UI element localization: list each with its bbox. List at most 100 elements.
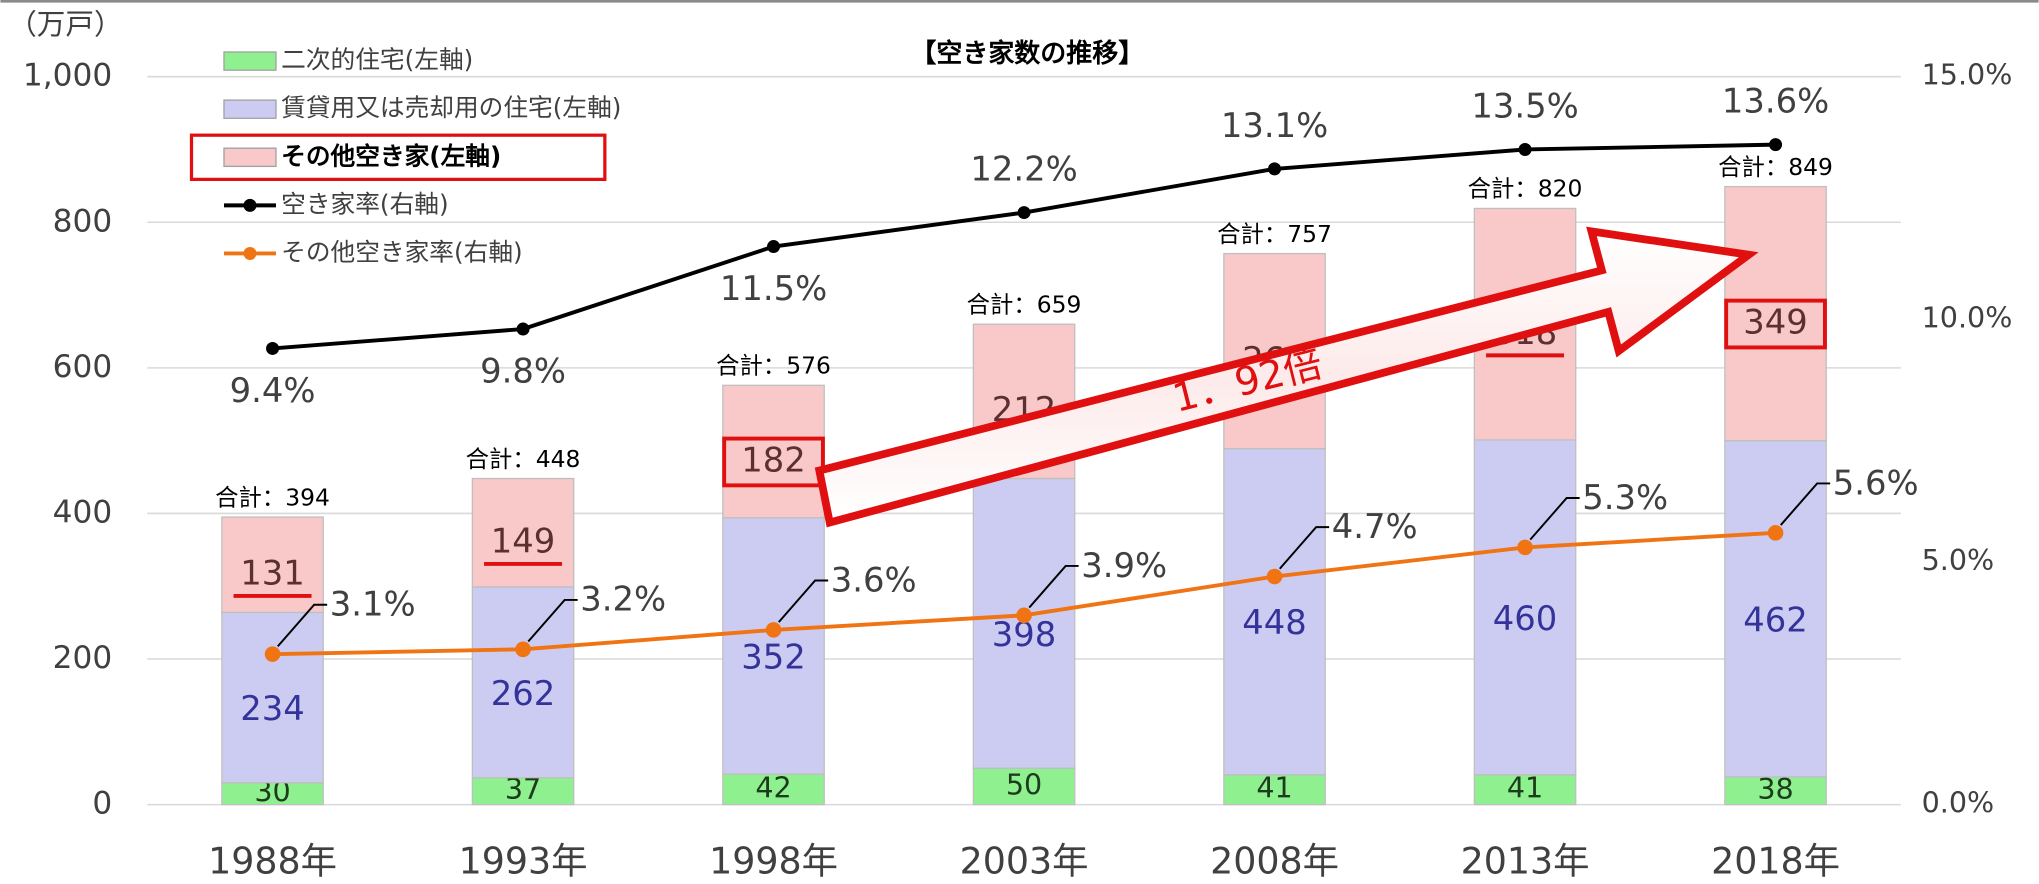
legend-label: その他空き家(左軸) xyxy=(281,141,501,170)
legend-swatch xyxy=(223,147,277,168)
bar-value-label: 448 xyxy=(1242,603,1306,642)
total-label: 合計：820 xyxy=(1468,175,1583,203)
bar-value-label: 41 xyxy=(1256,771,1292,805)
total-label: 合計：394 xyxy=(215,483,330,511)
bar-value-label: 352 xyxy=(741,637,805,676)
y-tick-label: 600 xyxy=(53,349,113,385)
line-value-label: 3.9% xyxy=(1081,546,1167,585)
bar-segment xyxy=(1724,440,1827,778)
bar-segment xyxy=(1223,448,1326,776)
line-point xyxy=(767,240,781,254)
y-axis-label: （万戸） xyxy=(8,7,122,41)
leader-line xyxy=(1529,497,1580,541)
bar-segment xyxy=(722,517,825,775)
line-point xyxy=(516,322,530,336)
line-value-label: 3.1% xyxy=(330,585,416,624)
total-label: 合計：576 xyxy=(716,352,831,380)
lines: 9.4% 9.8% 11.5% 12.2% 13.1% 13.5% 13.6% 3.1% 3.2… xyxy=(230,82,1919,662)
line-value-label: 12.2% xyxy=(970,149,1077,188)
total-label: 合計：448 xyxy=(466,445,581,473)
line-value-label: 5.3% xyxy=(1582,478,1668,517)
legend-highlight xyxy=(189,133,607,182)
line-value-label: 9.8% xyxy=(480,352,566,391)
bar-segment xyxy=(1473,774,1577,806)
line-point xyxy=(1017,206,1031,220)
line-point xyxy=(1517,539,1533,556)
leader-line xyxy=(1028,564,1079,609)
line-point xyxy=(1016,607,1032,624)
legend-marker xyxy=(243,198,257,212)
total-label: 合計：757 xyxy=(1217,220,1332,248)
leader-line xyxy=(1279,526,1330,570)
bar-value-label: 42 xyxy=(755,770,791,804)
x-tick-label: 2003年 xyxy=(960,840,1089,880)
legend-label: 空き家率(右軸) xyxy=(281,189,448,218)
line-point xyxy=(765,622,782,638)
y2-tick-label: 0.0% xyxy=(1922,786,1995,820)
bar-value-label: 41 xyxy=(1507,771,1543,805)
x-tick-label: 2013年 xyxy=(1461,840,1590,880)
bar-value-label: 462 xyxy=(1743,600,1807,639)
line-value-label: 13.5% xyxy=(1471,86,1578,125)
line-point xyxy=(1767,525,1784,541)
total-label: 合計：849 xyxy=(1718,153,1833,181)
x-tick-label: 2018年 xyxy=(1711,840,1840,880)
bar-segment xyxy=(221,611,324,784)
x-tick-label: 1988年 xyxy=(208,840,337,880)
bar-segment xyxy=(722,773,825,806)
line-value-label: 3.2% xyxy=(580,580,666,619)
line-point xyxy=(264,646,281,662)
label-highlight xyxy=(1724,298,1827,350)
legend-swatch xyxy=(223,51,277,71)
line-point xyxy=(266,341,280,355)
leader-line xyxy=(527,598,578,643)
y2-tick-label: 10.0% xyxy=(1922,300,2013,334)
y-tick-label: 1,000 xyxy=(23,58,112,94)
x-tick-label: 1998年 xyxy=(709,840,838,880)
legend-label: 賃貸用又は売却用の住宅(左軸) xyxy=(281,93,621,122)
leader-line xyxy=(778,579,829,623)
y-tick-label: 0 xyxy=(92,786,112,822)
bar-value-label: 149 xyxy=(491,522,555,561)
line-point xyxy=(1268,162,1282,176)
line-value-label: 4.7% xyxy=(1332,507,1418,546)
line-value-label: 11.5% xyxy=(720,269,827,308)
bar-segment xyxy=(972,767,1076,806)
total-label: 合計：659 xyxy=(967,290,1082,318)
label-highlight xyxy=(722,436,825,488)
bar-segment xyxy=(471,586,575,779)
legend-label: その他空き家率(右軸) xyxy=(281,237,522,266)
bar-value-label: 234 xyxy=(240,689,304,728)
legend: 二次的住宅(左軸) 賃貸用又は売却用の住宅(左軸) その他空き家(左軸) 空き家率(右… xyxy=(189,45,621,266)
line-value-label: 3.6% xyxy=(831,560,917,599)
leader-line xyxy=(1780,482,1831,526)
bar-value-label: 460 xyxy=(1493,599,1557,638)
line-point xyxy=(1769,138,1783,152)
bar-value-label: 262 xyxy=(491,674,555,713)
line-value-label: 5.6% xyxy=(1833,463,1919,502)
line-value-label: 9.4% xyxy=(230,371,316,410)
line-value-label: 13.1% xyxy=(1221,106,1328,145)
y-tick-label: 400 xyxy=(53,494,113,530)
leader-line xyxy=(277,603,328,648)
line-point xyxy=(1266,568,1283,585)
bar-value-label: 131 xyxy=(240,554,304,593)
line-value-label: 13.6% xyxy=(1722,82,1829,121)
y2-tick-label: 5.0% xyxy=(1922,543,1995,577)
legend-marker xyxy=(243,246,257,260)
arrow: 1．92倍 xyxy=(814,226,1759,528)
growth-arrow xyxy=(814,226,1759,528)
legend-label: 二次的住宅(左軸) xyxy=(281,45,473,74)
bar-value-label: 182 xyxy=(741,440,805,479)
bar-segment xyxy=(1223,774,1326,806)
bar-segment xyxy=(471,777,575,806)
y-tick-label: 200 xyxy=(53,640,113,676)
line-point xyxy=(515,641,531,658)
bar-value-label: 50 xyxy=(1006,767,1042,801)
bar-segment xyxy=(471,477,575,588)
line-point xyxy=(1518,142,1532,156)
x-tick-label: 2008年 xyxy=(1210,840,1339,880)
legend-swatch xyxy=(223,99,277,119)
